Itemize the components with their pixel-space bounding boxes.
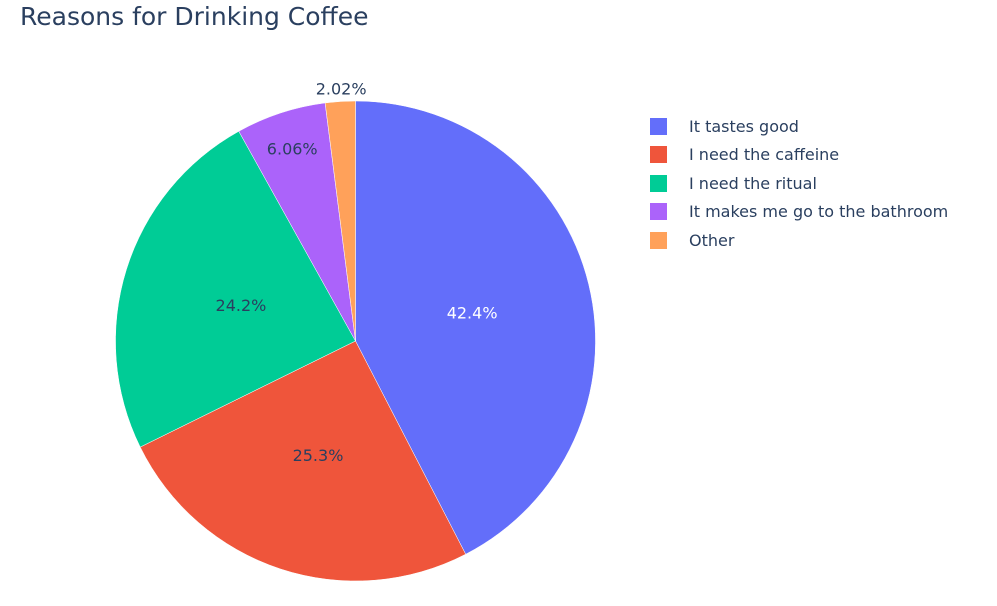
legend-label: It tastes good [689, 116, 799, 136]
slice-label-1: 42.4% [447, 304, 498, 323]
legend-label: I need the caffeine [689, 145, 840, 165]
slice-label-2: 25.3% [293, 446, 344, 465]
legend-swatch [650, 146, 667, 164]
pie-slice-5[interactable] [324, 100, 356, 342]
legend-label: I need the ritual [689, 173, 817, 193]
legend-item-3[interactable]: I need the ritual [650, 169, 948, 198]
legend-swatch [650, 174, 667, 192]
legend-swatch [650, 117, 667, 135]
legend-item-5[interactable]: Other [650, 226, 948, 255]
pie-chart: 42.4% 25.3% 24.2% 6.06% 2.02% [115, 80, 596, 582]
legend-swatch [650, 203, 667, 221]
legend-label: Other [689, 230, 735, 250]
legend-item-1[interactable]: It tastes good [650, 112, 948, 141]
pie-slice-2[interactable] [139, 340, 467, 582]
legend-swatch [650, 231, 667, 249]
legend-item-4[interactable]: It makes me go to the bathroom [650, 198, 948, 227]
slice-label-3: 24.2% [216, 296, 267, 315]
pie-slice-3[interactable] [115, 130, 356, 448]
slice-label-4: 6.06% [267, 139, 318, 158]
legend: It tastes good I need the caffeine I need … [650, 112, 948, 255]
legend-item-2[interactable]: I need the caffeine [650, 141, 948, 170]
pie-slice-1[interactable] [355, 100, 596, 555]
chart-title: Reasons for Drinking Coffee [20, 2, 369, 31]
slice-label-5: 2.02% [316, 80, 367, 99]
legend-label: It makes me go to the bathroom [689, 202, 949, 222]
